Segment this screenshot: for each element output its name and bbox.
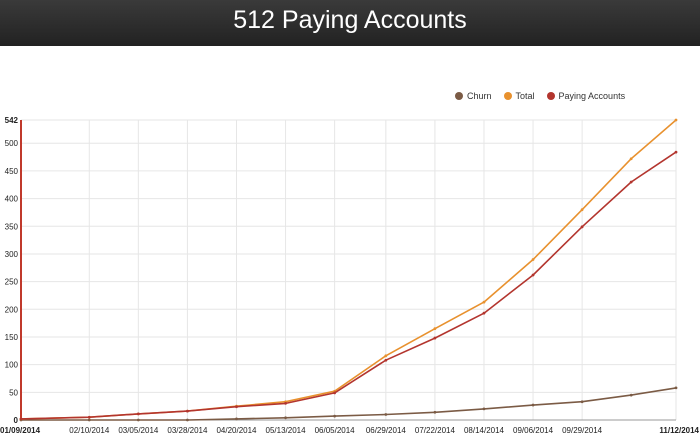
- data-point-paying-accounts: [19, 417, 23, 421]
- data-point-churn: [186, 418, 189, 422]
- data-point-total: [674, 118, 678, 122]
- data-point-paying-accounts: [674, 150, 678, 154]
- page-title: 512 Paying Accounts: [233, 6, 467, 34]
- y-tick-label: 150: [5, 333, 19, 342]
- line-chart: 0 50 100 150 200 250 300 350 400 450 500 542 01/09/2…: [0, 116, 700, 435]
- data-point-paying-accounts: [235, 405, 238, 409]
- x-tick-label: 09/29/2014: [562, 426, 603, 435]
- data-point-churn: [284, 416, 287, 420]
- data-point-churn: [531, 403, 535, 407]
- x-tick-label: 04/20/2014: [216, 426, 257, 435]
- legend-label-churn: Churn: [467, 91, 492, 101]
- legend-dot-paying-accounts: [546, 92, 555, 100]
- y-tick-label: 0: [14, 416, 19, 425]
- y-tick-label: 500: [5, 139, 19, 148]
- data-point-paying-accounts: [87, 415, 91, 419]
- legend-item-paying-accounts[interactable]: Paying Accounts: [546, 91, 626, 101]
- data-point-churn: [629, 393, 633, 397]
- legend-label-total: Total: [515, 91, 535, 101]
- y-tick-label: 100: [5, 361, 19, 370]
- title-bar: 512 Paying Accounts: [0, 0, 700, 46]
- data-point-paying-accounts: [284, 401, 287, 405]
- data-point-total: [384, 354, 388, 358]
- x-tick-label: 03/28/2014: [167, 426, 208, 435]
- x-tick-label: 06/05/2014: [315, 426, 356, 435]
- legend-dot-total: [503, 92, 512, 100]
- x-tick-label: 02/10/2014: [69, 426, 110, 435]
- data-point-paying-accounts: [333, 391, 337, 395]
- data-point-paying-accounts: [580, 225, 584, 229]
- legend-item-total[interactable]: Total: [503, 91, 535, 101]
- legend-dot-churn: [455, 92, 463, 100]
- data-point-paying-accounts: [482, 311, 486, 315]
- data-point-paying-accounts: [136, 412, 140, 416]
- series-line-paying-accounts: [20, 151, 677, 420]
- chart-legend: Churn Total Paying Accounts: [455, 91, 625, 101]
- data-point-churn: [580, 400, 584, 404]
- data-point-total: [531, 258, 535, 261]
- data-point-paying-accounts: [629, 180, 633, 184]
- data-point-paying-accounts: [433, 336, 437, 340]
- x-tick-label: 08/14/2014: [464, 426, 505, 435]
- y-tick-label: 250: [5, 278, 19, 287]
- data-point-churn: [136, 418, 140, 422]
- y-tick-label: 200: [5, 305, 19, 314]
- x-tick-label: 01/09/2014: [0, 426, 41, 435]
- x-tick-label: 07/22/2014: [415, 426, 456, 435]
- x-tick-label: 03/05/2014: [118, 426, 159, 435]
- data-point-paying-accounts: [531, 273, 535, 277]
- data-point-churn: [384, 413, 388, 416]
- data-point-churn: [482, 407, 486, 411]
- x-tick-label: 09/06/2014: [513, 426, 554, 435]
- data-point-churn: [87, 418, 91, 422]
- y-tick-label: 50: [9, 388, 18, 397]
- data-point-churn: [235, 417, 238, 421]
- y-tick-label: 400: [5, 195, 19, 204]
- series-line-churn: [21, 387, 677, 421]
- y-tick-label: 542: [5, 116, 19, 125]
- y-tick-label: 300: [5, 250, 19, 259]
- y-tick-label: 350: [5, 222, 19, 231]
- data-point-churn: [333, 414, 337, 418]
- data-point-paying-accounts: [186, 409, 189, 413]
- data-point-total: [629, 157, 633, 161]
- data-point-total: [580, 208, 584, 212]
- legend-label-paying-accounts: Paying Accounts: [558, 91, 626, 101]
- data-point-total: [433, 327, 437, 331]
- legend-item-churn[interactable]: Churn: [455, 91, 492, 101]
- data-point-total: [482, 300, 486, 304]
- data-point-paying-accounts: [384, 358, 388, 362]
- x-tick-label: 11/12/2014: [659, 426, 699, 435]
- x-tick-label: 05/13/2014: [266, 426, 307, 435]
- data-point-churn: [674, 386, 678, 390]
- data-point-churn: [433, 410, 437, 414]
- y-tick-label: 450: [5, 167, 19, 176]
- series-line-total: [20, 119, 677, 420]
- x-tick-label: 06/29/2014: [366, 426, 407, 435]
